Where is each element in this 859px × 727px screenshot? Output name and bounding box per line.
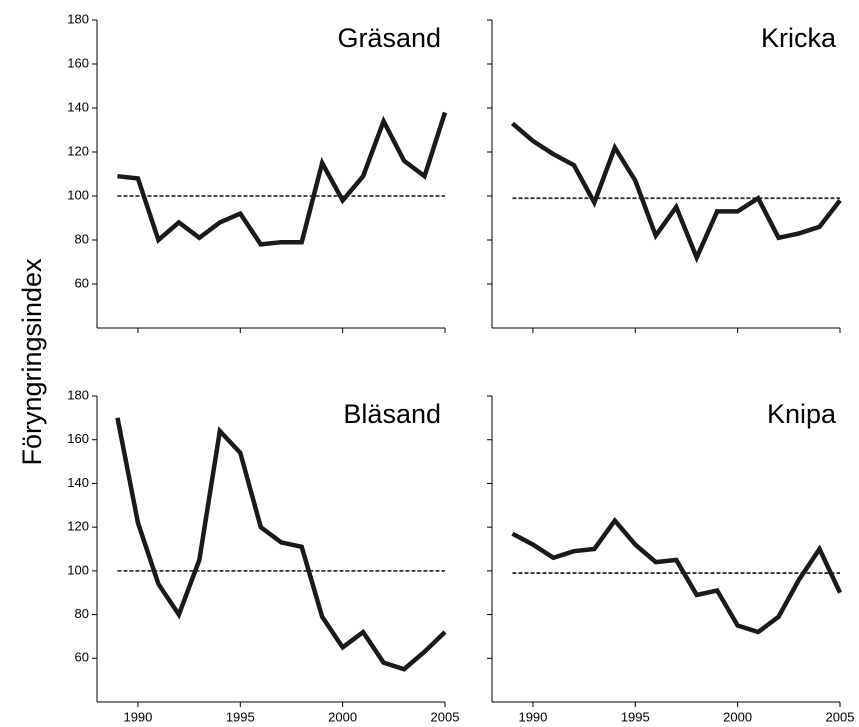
- x-tick-label: 1995: [226, 709, 255, 724]
- y-tick-label: 100: [67, 187, 89, 202]
- panel-title: Kricka: [761, 23, 837, 53]
- panel-title: Knipa: [767, 399, 837, 429]
- y-tick-label: 160: [67, 431, 89, 446]
- data-line: [511, 516, 843, 635]
- y-tick-label: 140: [67, 99, 89, 114]
- x-tick-label: 2000: [723, 709, 752, 724]
- y-tick-label: 180: [67, 387, 89, 402]
- y-tick-label: 60: [75, 650, 89, 665]
- data-line: [115, 417, 447, 672]
- data-line: [117, 111, 448, 247]
- panel-title: Bläsand: [343, 399, 441, 429]
- y-tick-label: 120: [67, 143, 89, 158]
- data-line: [511, 121, 842, 264]
- x-tick-label: 1990: [518, 709, 547, 724]
- y-tick-label: 80: [75, 606, 89, 621]
- y-tick-label: 60: [75, 275, 89, 290]
- panel-title: Gräsand: [337, 23, 441, 53]
- x-tick-label: 1995: [621, 709, 650, 724]
- y-axis-label: Föryngringsindex: [17, 258, 47, 466]
- x-tick-label: 2005: [826, 709, 855, 724]
- x-tick-label: 2000: [328, 709, 357, 724]
- y-tick-label: 180: [67, 11, 89, 26]
- x-tick-label: 2005: [431, 709, 460, 724]
- y-tick-label: 160: [67, 55, 89, 70]
- y-tick-label: 140: [67, 475, 89, 490]
- y-tick-label: 100: [67, 562, 89, 577]
- y-tick-label: 80: [75, 231, 89, 246]
- x-tick-label: 1990: [123, 709, 152, 724]
- y-tick-label: 120: [67, 519, 89, 534]
